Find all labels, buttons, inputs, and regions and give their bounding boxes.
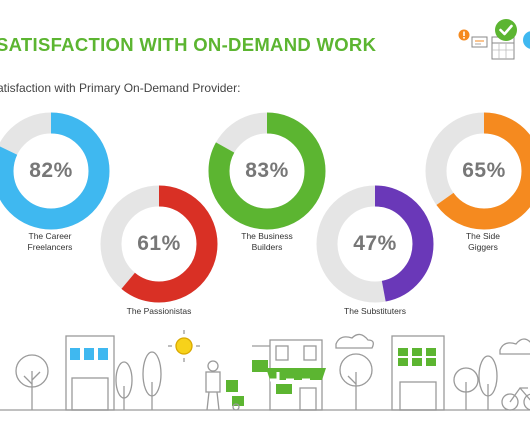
donut-substituters: 47% <box>316 185 434 303</box>
tree-icon <box>15 354 49 410</box>
series-label-line: The Business <box>241 231 293 241</box>
donut-arc-career-freelancers <box>0 112 110 230</box>
series-label-line: The Side <box>465 231 501 241</box>
tree-icon <box>339 353 373 410</box>
series-label-substituters: The Substituters <box>320 306 430 317</box>
value-label-substituters: 47% <box>353 232 397 255</box>
series-label-line: The Career <box>28 231 72 241</box>
building-icon <box>391 335 445 411</box>
value-label-passionistas: 61% <box>137 232 181 255</box>
sun-icon <box>168 330 200 362</box>
alert-icon <box>458 29 470 41</box>
series-label-passionistas: The Passionistas <box>104 306 214 317</box>
chart-subtitle: atisfaction with Primary On-Demand Provi… <box>0 81 241 95</box>
building-icon <box>65 335 115 411</box>
donut-career-freelancers: 82% <box>0 112 110 230</box>
bicycle-icon <box>501 386 530 411</box>
value-label-side-giggers: 65% <box>462 159 506 182</box>
tree-icon <box>115 361 133 410</box>
tree-icon <box>142 351 162 410</box>
donut-arc-business-builders <box>208 112 326 230</box>
tree-icon <box>453 367 479 410</box>
partial-blue-icon <box>523 31 530 49</box>
value-label-career-freelancers: 82% <box>29 159 73 182</box>
series-label-line: Freelancers <box>27 242 73 252</box>
page-title: SATISFACTION WITH ON-DEMAND WORK <box>0 34 377 55</box>
checkmark-badge-icon <box>495 19 517 41</box>
cloud-icon <box>499 338 530 355</box>
header-icons <box>450 15 530 65</box>
shop-sign-icon <box>252 345 270 372</box>
storefront-icon <box>266 339 326 411</box>
donut-arc-substituters <box>316 185 434 303</box>
donut-passionistas: 61% <box>100 185 218 303</box>
series-label-side-giggers: The Side Giggers <box>428 231 530 253</box>
street-scene-illustration <box>0 326 530 443</box>
series-label-career-freelancers: The Career Freelancers <box>0 231 105 253</box>
series-label-line: Builders <box>251 242 283 252</box>
delivery-person-icon <box>205 360 244 411</box>
donut-business-builders: 83% <box>208 112 326 230</box>
donut-arc-side-giggers <box>425 112 530 230</box>
series-label-line: The Passionistas <box>126 306 192 316</box>
series-label-business-builders: The Business Builders <box>212 231 322 253</box>
series-label-line: Giggers <box>468 242 498 252</box>
cloud-icon <box>335 333 374 349</box>
donut-arc-passionistas <box>100 185 218 303</box>
value-label-business-builders: 83% <box>245 159 289 182</box>
form-icon <box>471 36 488 48</box>
tree-icon <box>478 355 498 410</box>
donut-side-giggers: 65% <box>425 112 530 230</box>
series-label-line: The Substituters <box>344 306 406 316</box>
